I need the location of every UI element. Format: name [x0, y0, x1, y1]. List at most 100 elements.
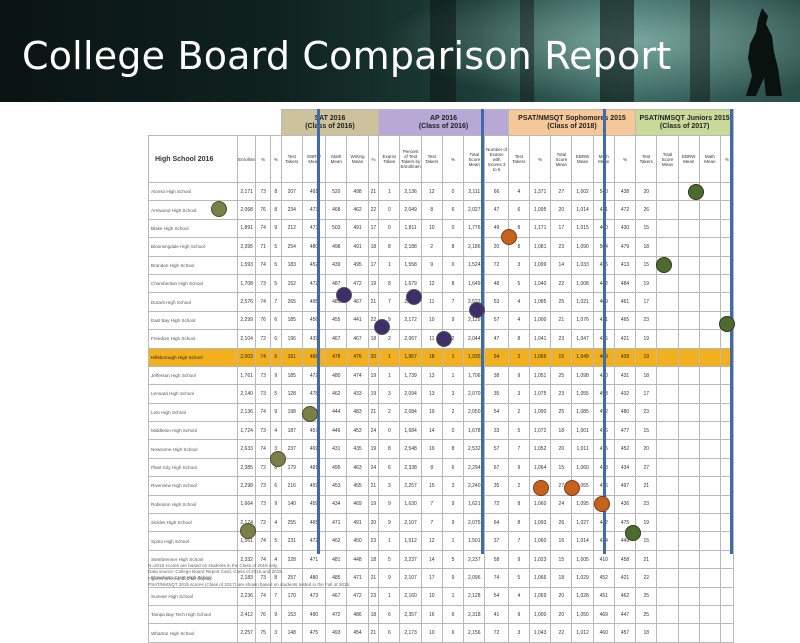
- table-cell: 1,015: [571, 218, 594, 239]
- table-cell: 444: [325, 402, 348, 423]
- table-cell: 471: [346, 568, 369, 588]
- highlight-marker: [594, 496, 610, 512]
- table-cell: 24: [550, 494, 573, 515]
- table-cell: 6: [441, 457, 465, 478]
- table-cell: [698, 439, 722, 459]
- table-cell: 76: [255, 200, 272, 220]
- table-cell: 1,043: [528, 623, 552, 643]
- table-cell: 1,935: [463, 347, 486, 367]
- table-cell: 9: [441, 310, 465, 331]
- highlight-marker: [564, 480, 580, 496]
- table-cell: 9: [507, 365, 531, 386]
- table-cell: 8: [270, 200, 282, 220]
- table-cell: 469: [346, 494, 369, 515]
- table-cell: 1: [441, 586, 465, 606]
- school-name: Bloomingdale High School: [147, 237, 239, 257]
- table-cell: 480: [301, 237, 327, 257]
- table-cell: 472: [301, 273, 327, 294]
- section-divider: [481, 109, 484, 554]
- table-cell: [656, 347, 679, 367]
- table-cell: 216: [280, 476, 303, 496]
- school-name: Lennard High School: [147, 384, 239, 404]
- table-cell: 455: [346, 476, 369, 496]
- table-cell: 1,095: [528, 200, 552, 220]
- table-cell: 452: [301, 255, 327, 275]
- table-cell: 18: [550, 421, 573, 441]
- table-cell: [698, 347, 722, 367]
- table-cell: 5: [507, 273, 531, 294]
- psat10-total-header: Total Score Mean: [550, 135, 573, 183]
- table-cell: 5: [507, 421, 531, 441]
- table-cell: 1,664: [237, 494, 257, 515]
- footnotes: N=2016 scores are based on students in t…: [148, 563, 748, 589]
- table-cell: 0: [378, 421, 401, 441]
- table-cell: 2: [441, 402, 465, 423]
- table-cell: [677, 329, 700, 349]
- table-row: Hillsborough High School 2,003 74 6 161 468 47…: [147, 347, 734, 367]
- table-cell: 1,684: [399, 421, 422, 441]
- table-cell: 2,107: [399, 513, 422, 533]
- table-cell: [656, 623, 679, 643]
- table-cell: 24: [367, 457, 380, 478]
- school-name: Brandon High School: [147, 255, 239, 275]
- table-cell: 21: [367, 402, 380, 423]
- table-cell: 1: [441, 365, 465, 386]
- table-cell: [698, 310, 722, 331]
- table-cell: 76: [255, 310, 272, 331]
- sat-ebrw-header: EBRW Mean: [301, 135, 327, 183]
- table-row: Newsome High School 2,633 74 3 237 469 431 435 1…: [147, 439, 734, 459]
- table-cell: 20: [550, 604, 573, 625]
- table-cell: 9: [270, 402, 282, 423]
- table-cell: 8: [378, 273, 401, 294]
- table-cell: 4: [507, 310, 531, 331]
- table-cell: 1,708: [237, 273, 257, 294]
- table-cell: 3: [378, 476, 401, 496]
- table-cell: 6: [378, 623, 401, 643]
- table-cell: [677, 623, 700, 643]
- table-cell: 2,412: [237, 604, 257, 625]
- table-cell: 254: [280, 237, 303, 257]
- table-cell: [656, 181, 679, 202]
- howling-wolf-icon: [746, 8, 782, 96]
- table-cell: 495: [346, 255, 369, 275]
- table-row: Strawberry Crest High School 2,183 73 8 257 4…: [147, 568, 734, 588]
- table-row: Alonso High School 2,171 73 8 207 491 520 498 21…: [147, 181, 734, 202]
- school-name: East Bay High School: [147, 310, 239, 331]
- table-cell: 0: [378, 218, 401, 239]
- table-cell: 20: [550, 586, 573, 606]
- pct-column-header: %: [367, 135, 380, 183]
- table-cell: 1,028: [571, 586, 594, 606]
- table-cell: 0: [441, 218, 465, 239]
- table-row: Sickles High School2,1747242554654714912…: [147, 513, 734, 533]
- table-cell: 72: [255, 329, 272, 349]
- table-cell: 183: [280, 255, 303, 275]
- table-cell: 1,008: [571, 273, 594, 294]
- table-cell: [698, 237, 722, 257]
- highlight-marker: [469, 302, 485, 318]
- table-cell: 472: [613, 200, 637, 220]
- tree-silhouette: [430, 0, 456, 102]
- table-cell: 1,093: [528, 513, 552, 533]
- tree-silhouette: [600, 0, 634, 102]
- table-cell: 20: [550, 200, 573, 220]
- table-cell: 459: [301, 494, 327, 515]
- table-cell: 74: [255, 402, 272, 423]
- table-cell: 19: [367, 384, 380, 404]
- table-cell: 1,085: [528, 292, 552, 312]
- psat10-ebrw-header: EBRW Mean: [571, 135, 594, 183]
- table-cell: 54: [484, 402, 509, 423]
- psat11-total-header: Total Score Mean: [656, 135, 679, 183]
- table-cell: [698, 218, 722, 239]
- school-name: Alonso High School: [147, 181, 239, 202]
- table-cell: 503: [325, 218, 348, 239]
- table-cell: 6: [270, 476, 282, 496]
- table-cell: 1,090: [528, 402, 552, 423]
- table-cell: 3: [270, 623, 282, 643]
- table-cell: 462: [325, 531, 348, 551]
- table-cell: 1,050: [571, 604, 594, 625]
- table-row: Chamberlain High School 1,708 73 5 152 472 487…: [147, 273, 734, 294]
- table-cell: 26: [635, 200, 658, 220]
- table-cell: 25: [550, 365, 573, 386]
- table-cell: 72: [255, 513, 272, 533]
- table-cell: 1,021: [571, 292, 594, 312]
